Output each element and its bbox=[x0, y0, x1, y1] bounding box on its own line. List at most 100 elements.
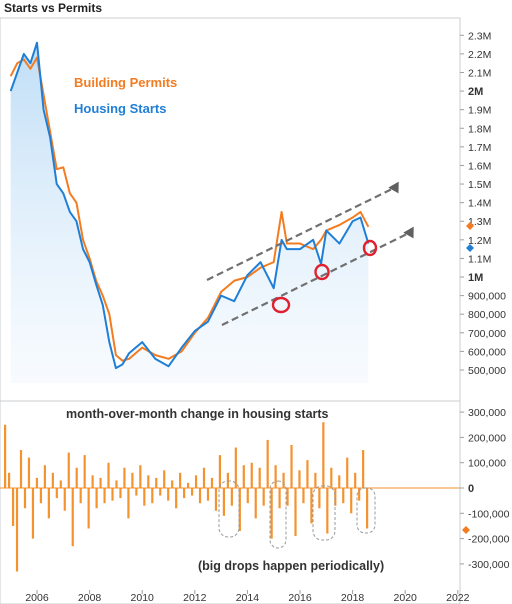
change-bar bbox=[95, 488, 98, 509]
change-bar bbox=[362, 450, 365, 488]
y-tick-label: 1.3M bbox=[468, 216, 491, 228]
y-tick-label: 1.8M bbox=[468, 123, 491, 135]
change-bar bbox=[47, 488, 50, 519]
change-bar bbox=[318, 488, 321, 509]
drop-highlight-box bbox=[218, 480, 240, 538]
change-bar bbox=[198, 488, 202, 504]
change-bar bbox=[63, 488, 66, 511]
change-bar bbox=[274, 465, 277, 488]
chart-title: Starts vs Permits bbox=[4, 1, 102, 15]
change-bar bbox=[111, 488, 114, 501]
change-bar bbox=[202, 467, 206, 488]
y-tick-label: -200,000 bbox=[468, 534, 510, 546]
change-bar bbox=[342, 488, 345, 504]
y-tick-label: 1.1M bbox=[468, 253, 491, 265]
change-bar bbox=[314, 472, 317, 488]
change-bar bbox=[346, 457, 349, 488]
change-bar bbox=[366, 488, 369, 529]
lower-y-axis: 300,000 200,000 100,000 0 -100,000 -200,000 -3… bbox=[0, 407, 510, 571]
change-bar bbox=[11, 488, 15, 526]
x-tick-label: 2022 bbox=[446, 592, 470, 604]
change-bar bbox=[127, 488, 130, 519]
change-bar bbox=[334, 488, 337, 506]
change-bar bbox=[350, 488, 353, 514]
upper-trend-arrowhead bbox=[388, 181, 399, 194]
change-bar bbox=[294, 488, 297, 537]
change-bar bbox=[51, 472, 54, 488]
change-bar bbox=[266, 439, 269, 488]
change-bar bbox=[234, 447, 237, 488]
y-tick-label: 0 bbox=[468, 483, 474, 495]
change-bar bbox=[290, 444, 293, 488]
y-tick-label: 800,000 bbox=[468, 309, 506, 321]
y-tick-label: 2.3M bbox=[468, 30, 491, 42]
change-bar bbox=[254, 488, 257, 519]
change-bar bbox=[206, 488, 210, 501]
x-tick-label: 2006 bbox=[25, 592, 49, 604]
change-bar bbox=[139, 465, 142, 488]
change-bar bbox=[226, 472, 229, 488]
change-bar bbox=[43, 465, 46, 488]
y-tick-label: 2.2M bbox=[468, 49, 491, 61]
change-bar bbox=[87, 488, 90, 529]
change-bar bbox=[91, 475, 94, 488]
y-tick-label: 1.6M bbox=[468, 160, 491, 172]
lower-trend-arrowhead bbox=[403, 226, 414, 239]
y-tick-label: 600,000 bbox=[468, 346, 506, 358]
y-tick-label: -300,000 bbox=[468, 559, 510, 571]
y-tick-label: -100,000 bbox=[468, 508, 510, 520]
lower-bars-layer bbox=[4, 422, 369, 572]
change-bar bbox=[7, 472, 11, 488]
y-tick-label: 500,000 bbox=[468, 365, 506, 377]
y-tick-label: 900,000 bbox=[468, 291, 506, 303]
change-bar bbox=[19, 450, 23, 488]
change-bar bbox=[246, 488, 249, 504]
drop-highlight-box bbox=[312, 485, 336, 541]
change-bar bbox=[250, 462, 253, 488]
y-tick-label: 1M bbox=[468, 272, 483, 284]
change-bar bbox=[99, 477, 102, 488]
change-bar bbox=[71, 488, 74, 547]
change-bar bbox=[278, 488, 281, 509]
change-bar bbox=[27, 457, 31, 488]
change-bar bbox=[210, 477, 214, 488]
change-bar bbox=[298, 470, 301, 488]
change-bar bbox=[179, 472, 182, 488]
change-bar bbox=[326, 488, 329, 534]
change-bar bbox=[59, 480, 62, 488]
change-bar bbox=[15, 488, 19, 572]
x-tick-label: 2018 bbox=[341, 592, 365, 604]
x-tick-label: 2008 bbox=[78, 592, 102, 604]
starts-line bbox=[9, 41, 370, 370]
change-bar bbox=[107, 462, 110, 488]
change-bar bbox=[218, 455, 222, 488]
change-bar bbox=[358, 488, 361, 501]
change-bar bbox=[286, 488, 289, 506]
x-tick-label: 2020 bbox=[394, 592, 418, 604]
drop-highlight-box bbox=[269, 480, 287, 549]
change-bar bbox=[79, 488, 82, 504]
y-tick-label: 2.1M bbox=[468, 67, 491, 79]
change-bar bbox=[214, 488, 218, 511]
change-last-marker bbox=[462, 526, 470, 534]
highlight-circle bbox=[362, 239, 378, 257]
change-bar bbox=[330, 467, 333, 488]
change-bar bbox=[338, 475, 341, 488]
change-bar bbox=[143, 488, 146, 506]
x-tick-label: 2016 bbox=[288, 592, 312, 604]
lower-panel-title: month-over-month change in housing start… bbox=[66, 407, 329, 421]
change-bar bbox=[242, 465, 245, 488]
change-bar bbox=[31, 488, 35, 539]
change-bar bbox=[171, 480, 174, 488]
y-tick-label: 1.4M bbox=[468, 198, 491, 210]
change-bar bbox=[190, 488, 194, 496]
change-bar bbox=[194, 475, 198, 488]
change-bar bbox=[183, 488, 186, 499]
change-bar bbox=[67, 452, 70, 488]
change-bar bbox=[282, 472, 285, 488]
y-tick-label: 1.7M bbox=[468, 142, 491, 154]
change-bar bbox=[147, 475, 150, 488]
change-bar bbox=[123, 467, 126, 488]
change-bar bbox=[39, 488, 42, 504]
